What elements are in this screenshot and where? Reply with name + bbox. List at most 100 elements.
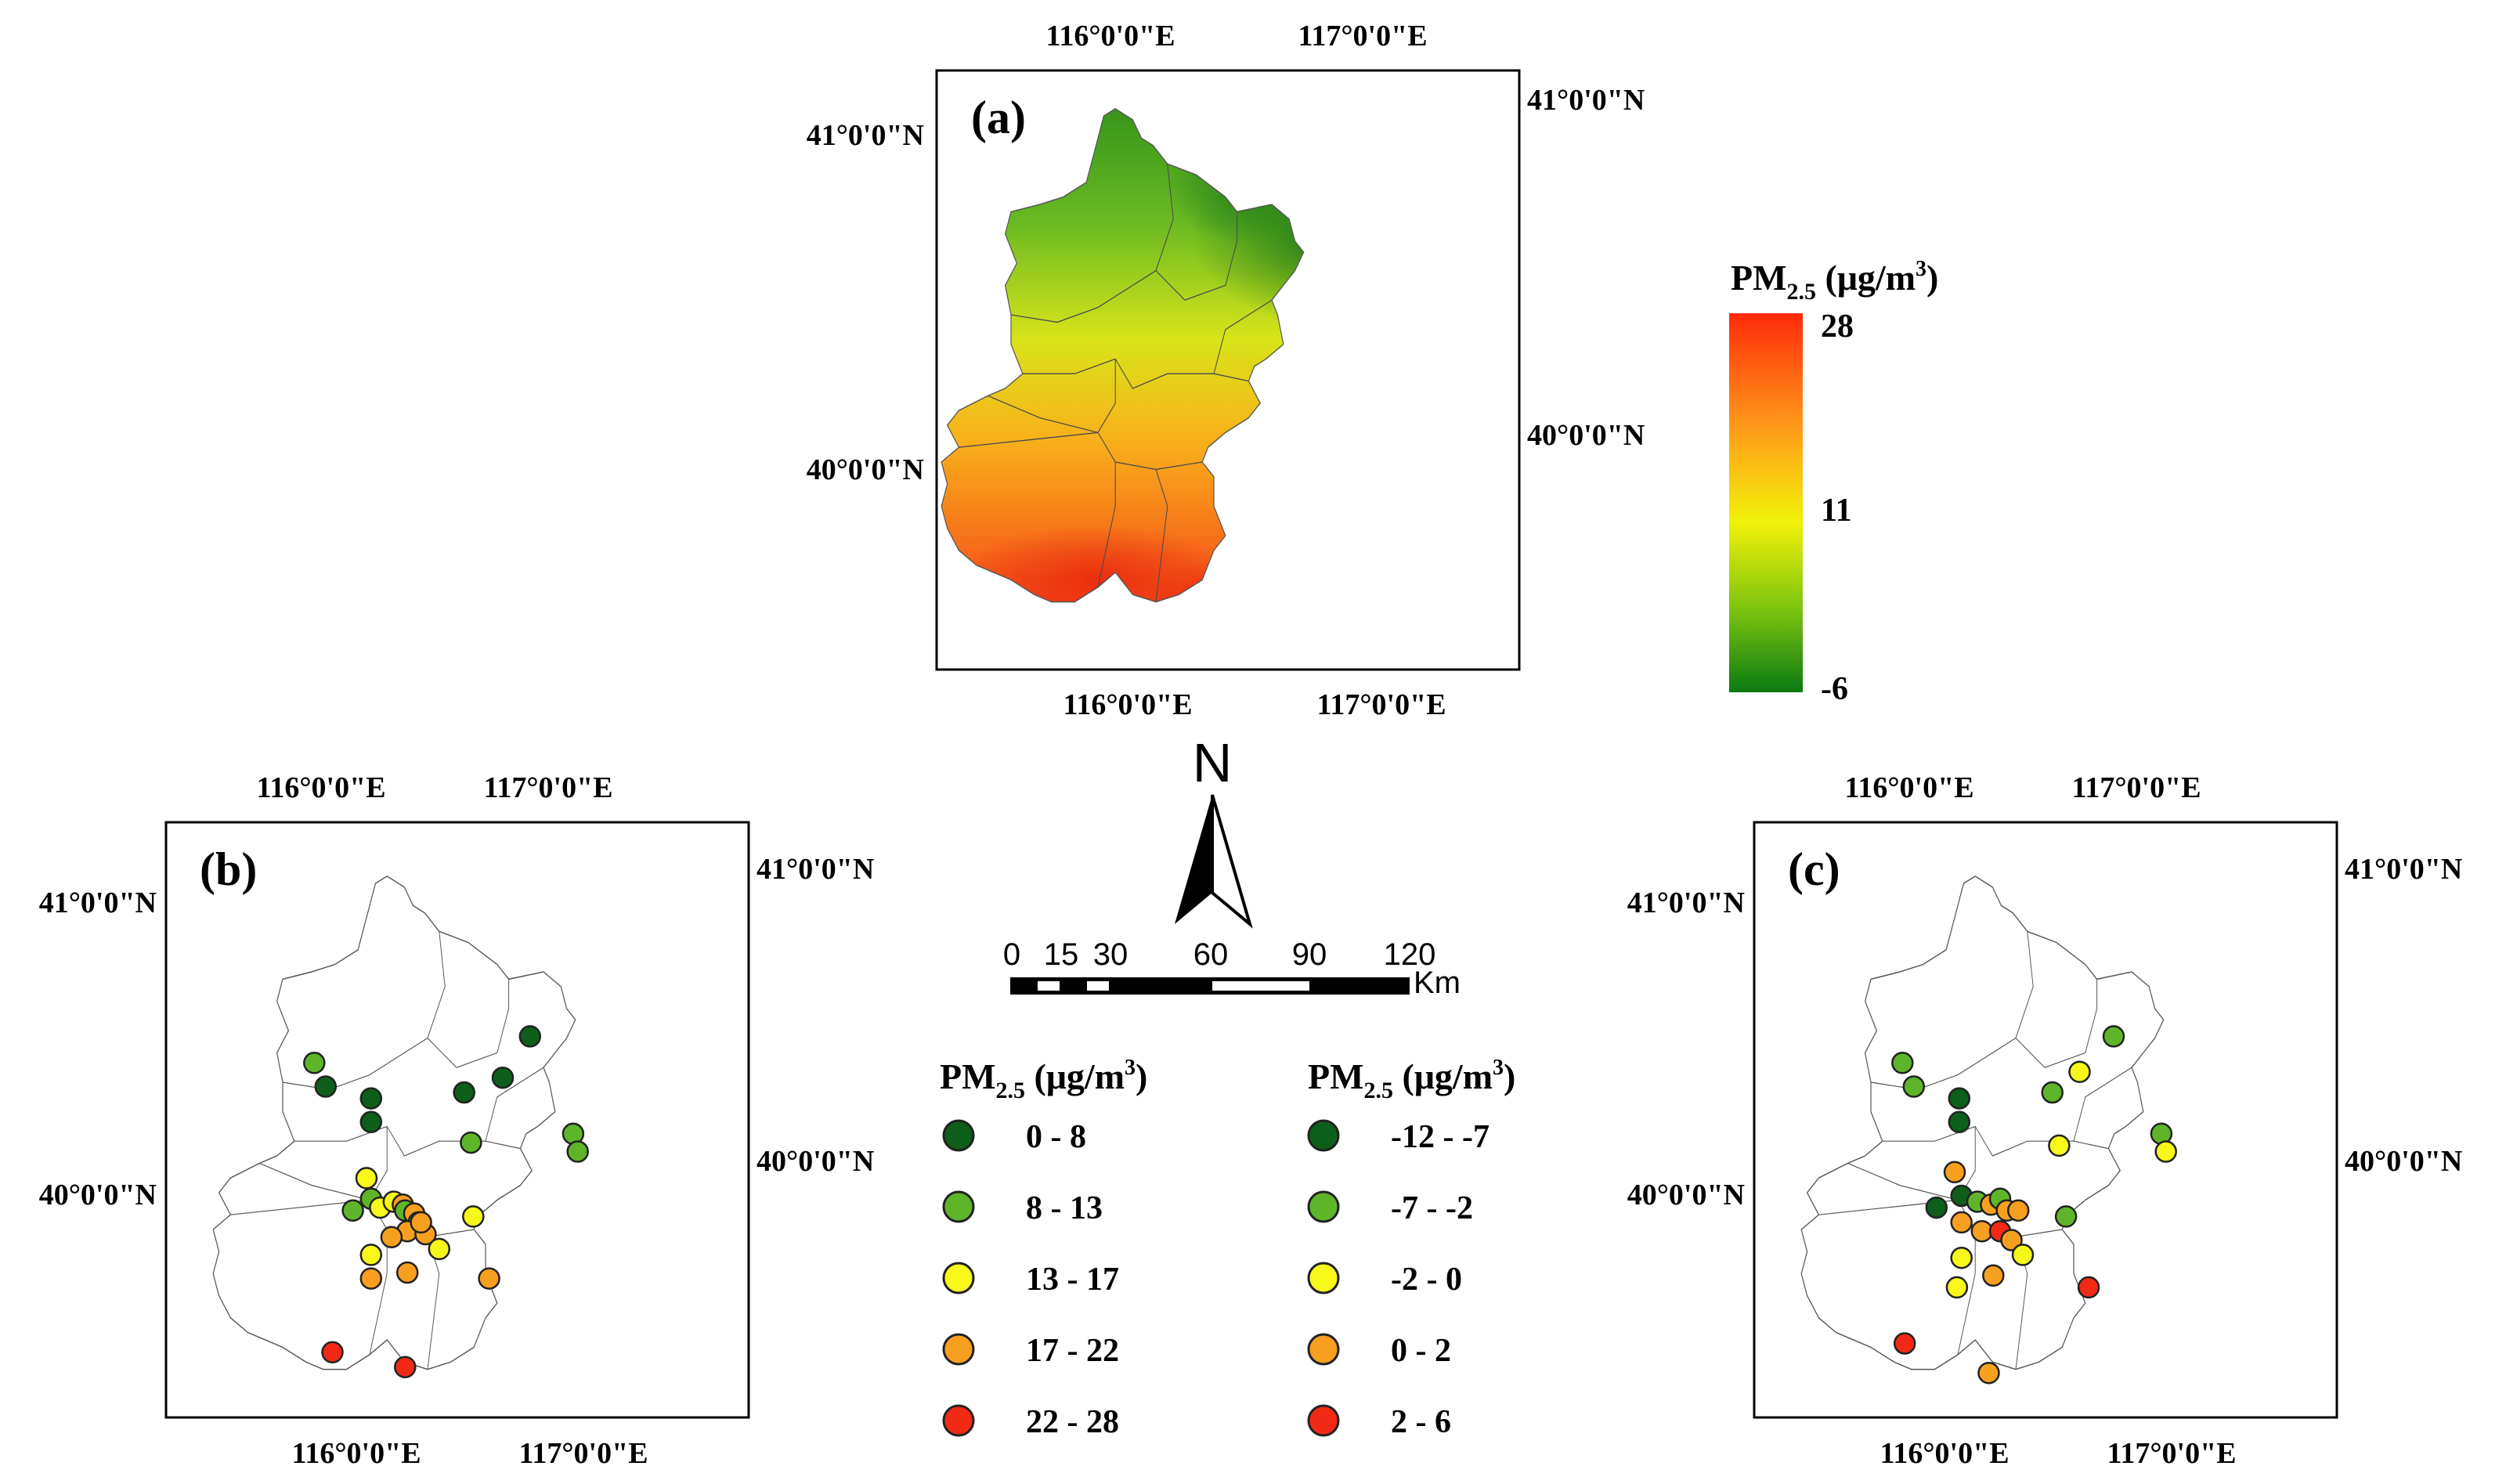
panel-c-station-10 (1943, 1161, 1966, 1184)
panel-b-station-1 (314, 1075, 338, 1098)
panel-c-station-17 (2006, 1199, 2030, 1222)
panel-c-station-0 (1891, 1052, 1914, 1074)
panel-b-lon-top-117: 117°0'0"E (483, 771, 612, 804)
panel-b-lon-bottom-116: 116°0'0"E (291, 1437, 421, 1470)
legend-b-label-1: 8 - 13 (1026, 1190, 1103, 1226)
panel-a-lon-bottom-117: 117°0'0"E (1316, 688, 1446, 721)
panel-c-station-6 (2102, 1025, 2125, 1048)
panel-c-station-1 (1902, 1075, 1926, 1098)
colorbar-mid-label: 11 (1821, 493, 1852, 529)
panel-c-lat-left-40: 40°0'0"N (1627, 1179, 1745, 1211)
panel-b-station-5 (491, 1066, 515, 1089)
legend-c: PM2.5 (μg/m3) -12 - -7 -7 - -2 -2 - 0 0 - 2… (1307, 1056, 1515, 1440)
north-arrow: N (1175, 732, 1253, 929)
colorbar-title: PM2.5 (μg/m3) (1731, 257, 1938, 305)
scale-tick-15: 15 (1044, 937, 1079, 972)
legend-c-label-3: 0 - 2 (1391, 1333, 1451, 1369)
legend-c-label-0: -12 - -7 (1391, 1119, 1490, 1155)
north-arrow-right-half (1211, 794, 1253, 929)
panel-c-station-25 (1982, 1264, 2005, 1287)
colorbar-max-label: 28 (1821, 309, 1854, 345)
panel-b-lon-top-116: 116°0'0"E (256, 771, 385, 804)
legend-b-swatch-0 (942, 1119, 975, 1152)
panel-c-stations (1891, 1025, 2177, 1385)
scale-tick-90: 90 (1292, 937, 1327, 972)
scale-bar: 0 15 30 60 90 120 Km (1003, 937, 1461, 1000)
panel-c-station-21 (2000, 1229, 2023, 1251)
panel-c-letter: (c) (1788, 843, 1840, 895)
panel-b-lat-left-40: 40°0'0"N (39, 1179, 157, 1211)
scale-tick-30: 30 (1093, 937, 1128, 972)
panel-b-station-4 (453, 1081, 475, 1104)
colorbar-min-label: -6 (1821, 671, 1848, 707)
panel-b-station-26 (462, 1205, 485, 1228)
legend-b-swatch-3 (942, 1333, 975, 1366)
panel-a-districts (959, 164, 1273, 602)
legend-c-swatch-0 (1307, 1119, 1340, 1152)
panel-a-lat-right-40: 40°0'0"N (1527, 419, 1645, 452)
panel-c-lat-right-41: 41°0'0"N (2345, 853, 2462, 886)
panel-a-lon-top-117: 117°0'0"E (1298, 20, 1427, 52)
panel-c-station-4 (2041, 1081, 2064, 1104)
scale-tick-60: 60 (1193, 937, 1229, 972)
panel-b-station-24 (359, 1267, 383, 1290)
legend-c-swatch-2 (1307, 1262, 1340, 1294)
panel-c-station-29 (1977, 1361, 2000, 1385)
panel-a-lon-bottom-116: 116°0'0"E (1063, 688, 1192, 721)
panel-b: (b) 116°0'0"E 117°0'0"E 116°0'0"E 117°0'… (39, 771, 875, 1470)
legend-c-label-1: -7 - -2 (1391, 1190, 1473, 1226)
legend-c-title: PM2.5 (μg/m3) (1308, 1056, 1515, 1103)
colorbar: PM2.5 (μg/m3) 28 11 -6 (1729, 257, 1938, 707)
panel-b-lon-bottom-117: 117°0'0"E (518, 1437, 648, 1470)
scale-bar-frame (1010, 977, 1410, 995)
panel-a: (a) 116°0'0"E 117°0'0"E 116°0'0"E 117°0'… (807, 20, 1645, 721)
legend-b-label-0: 0 - 8 (1026, 1119, 1086, 1155)
panel-b-station-25 (395, 1261, 419, 1284)
panel-b-station-6 (518, 1025, 542, 1048)
panel-c-station-26 (2054, 1205, 2078, 1228)
panel-c-lon-bottom-117: 117°0'0"E (2107, 1437, 2236, 1470)
legend-c-label-2: -2 - 0 (1391, 1262, 1462, 1298)
panel-c-lon-top-117: 117°0'0"E (2071, 771, 2201, 804)
legend-b-swatch-1 (942, 1190, 975, 1223)
panel-c-station-7 (2048, 1134, 2071, 1157)
panel-b-letter: (b) (200, 843, 257, 895)
panel-c: (c) 116°0'0"E 117°0'0"E 116°0'0"E 117°0'… (1627, 771, 2463, 1470)
panel-c-station-23 (1950, 1246, 1973, 1269)
legend-b: PM2.5 (μg/m3) 0 - 8 8 - 13 13 - 17 17 - 22 2… (940, 1056, 1147, 1440)
panel-b-station-0 (303, 1052, 326, 1074)
panel-c-station-18 (1950, 1211, 1973, 1234)
panel-b-station-27 (478, 1267, 500, 1290)
panel-b-station-30 (410, 1211, 432, 1234)
panel-c-station-2 (1948, 1087, 1971, 1110)
panel-b-station-22 (380, 1226, 403, 1249)
panel-b-station-2 (359, 1087, 383, 1110)
panel-c-lon-top-116: 116°0'0"E (1844, 771, 1973, 804)
legend-b-label-3: 17 - 22 (1026, 1333, 1119, 1369)
legend-c-label-4: 2 - 6 (1391, 1404, 1451, 1440)
panel-b-station-7 (460, 1131, 482, 1154)
panel-b-station-10 (355, 1167, 378, 1190)
legend-b-label-2: 13 - 17 (1026, 1262, 1119, 1298)
legend-b-swatch-4 (942, 1404, 975, 1437)
legend-c-swatch-4 (1307, 1404, 1340, 1437)
panel-b-station-23 (359, 1244, 383, 1266)
panel-a-lat-left-40: 40°0'0"N (807, 453, 924, 486)
panel-b-station-29 (394, 1356, 417, 1378)
legend-b-title: PM2.5 (μg/m3) (940, 1056, 1147, 1103)
colorbar-ramp (1729, 313, 1803, 692)
north-arrow-left-half (1175, 795, 1212, 924)
panel-c-station-28 (1893, 1332, 1916, 1355)
panel-c-station-22 (2011, 1244, 2035, 1266)
panel-a-lat-left-41: 41°0'0"N (807, 119, 924, 152)
panel-b-station-3 (359, 1110, 383, 1134)
panel-c-lat-right-40: 40°0'0"N (2345, 1145, 2462, 1178)
scale-tick-0: 0 (1003, 937, 1020, 972)
panel-c-station-27 (2077, 1276, 2100, 1299)
panel-a-letter: (a) (971, 92, 1026, 143)
panel-c-station-12 (1925, 1196, 1948, 1219)
panel-b-stations (303, 1025, 589, 1378)
panel-b-lat-right-40: 40°0'0"N (756, 1145, 874, 1178)
panel-c-station-9 (2154, 1140, 2177, 1163)
